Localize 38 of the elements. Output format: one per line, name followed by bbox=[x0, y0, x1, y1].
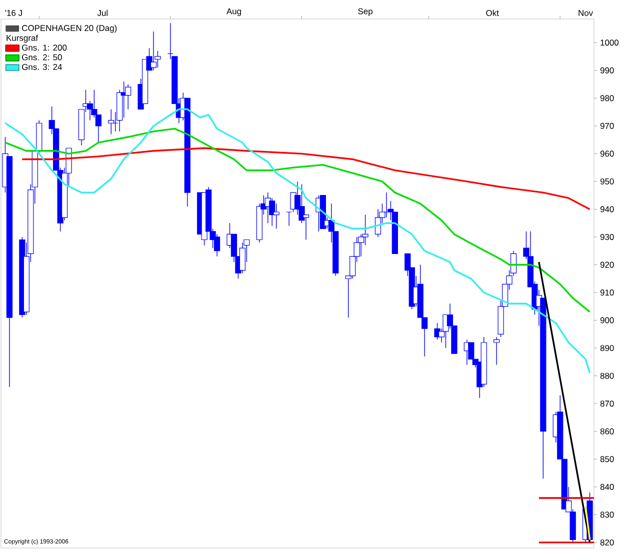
x-tick-label: Nov bbox=[578, 10, 594, 16]
y-tick-label: 850 bbox=[600, 456, 614, 462]
legend-label: Gns. 3: 24 bbox=[22, 64, 62, 70]
x-tick-label: Okt bbox=[486, 10, 499, 16]
y-tick-label: 930 bbox=[600, 234, 614, 240]
y-tick-label: 910 bbox=[600, 290, 614, 296]
legend-label: COPENHAGEN 20 (Dag) bbox=[22, 24, 117, 33]
line-series bbox=[4, 128, 591, 313]
x-tick-label: Jul bbox=[97, 10, 108, 16]
x-tick-label: '16 J bbox=[5, 10, 22, 16]
y-tick-label: 820 bbox=[600, 539, 614, 546]
legend-label: Gns. 2: 50 bbox=[22, 54, 62, 60]
y-tick-label: 860 bbox=[600, 428, 614, 434]
y-tick-label: 880 bbox=[600, 372, 614, 379]
y-tick-label: 970 bbox=[600, 122, 614, 129]
candlestick bbox=[286, 212, 292, 226]
y-tick-label: 950 bbox=[600, 178, 614, 184]
x-tick-label: Sep bbox=[358, 8, 372, 16]
y-tick-label: 940 bbox=[600, 206, 614, 212]
y-tick-label: 840 bbox=[600, 484, 614, 490]
y-tick-label: 830 bbox=[600, 512, 614, 518]
y-tick-label: 1000 bbox=[600, 40, 619, 46]
legend-label: Gns. 1: 200 bbox=[22, 44, 67, 51]
y-tick-label: 980 bbox=[600, 95, 614, 102]
line-series bbox=[21, 147, 591, 210]
y-tick-label: 920 bbox=[600, 262, 614, 268]
y-tick-label: 960 bbox=[600, 150, 614, 157]
candlestick bbox=[383, 192, 390, 218]
y-tick-label: 990 bbox=[600, 67, 614, 74]
candlestick bbox=[494, 336, 500, 366]
candlestick bbox=[150, 31, 157, 71]
y-tick-label: 900 bbox=[600, 317, 614, 324]
y-tick-label: 890 bbox=[600, 345, 614, 352]
y-tick-label: 870 bbox=[600, 400, 614, 407]
candlestick bbox=[108, 108, 114, 135]
x-tick-label: Aug bbox=[226, 8, 241, 16]
legend-title: Kursgraf bbox=[6, 34, 38, 43]
candlestick bbox=[273, 203, 280, 229]
